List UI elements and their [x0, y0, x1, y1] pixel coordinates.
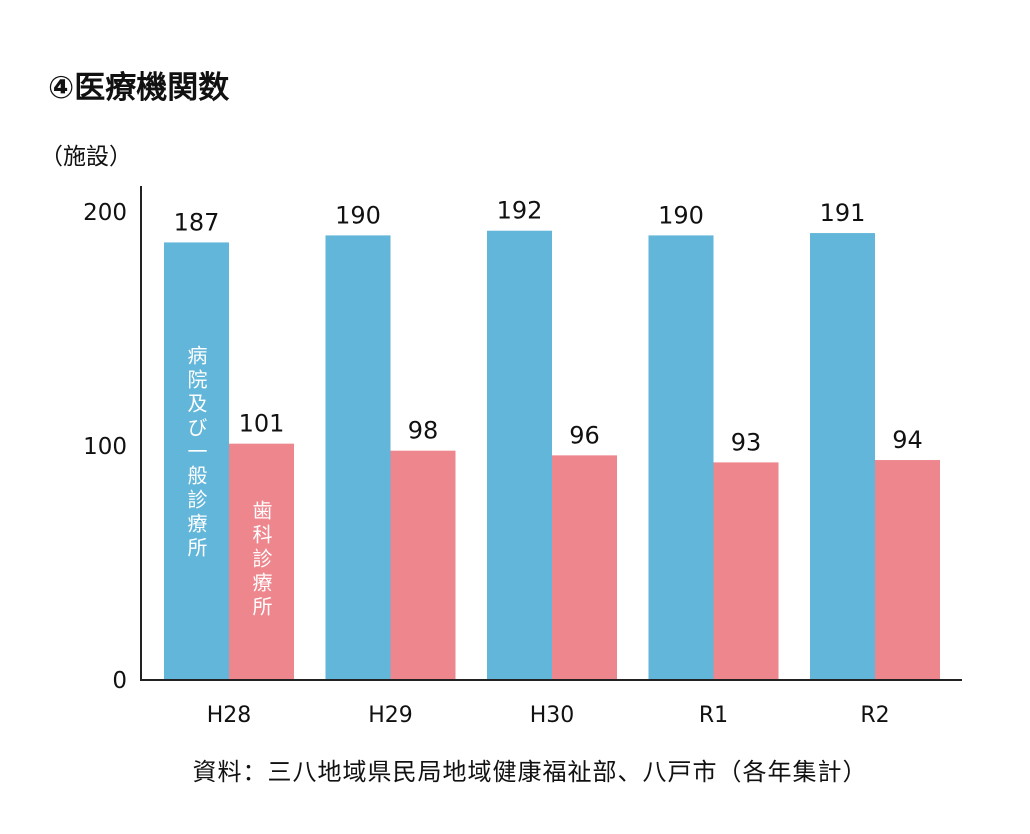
x-tick-label: H29	[368, 703, 413, 728]
y-tick-label: 100	[83, 434, 127, 460]
data-label: 98	[408, 417, 439, 445]
bar-R1-dental	[713, 462, 779, 680]
legend-label-hospitals: 病院及び一般診療所	[184, 345, 208, 561]
bar-H30-dental	[552, 455, 617, 680]
y-tick-label: 0	[112, 668, 127, 694]
data-label: 96	[569, 421, 600, 449]
chart-title: ④医療機関数	[48, 70, 230, 106]
data-label: 190	[335, 201, 381, 229]
bar-H29-dental	[390, 450, 456, 680]
bar-R1-hospitals	[648, 235, 714, 680]
bar-H28-dental	[229, 443, 294, 680]
data-label: 192	[497, 197, 543, 225]
bar-H30-hospitals	[487, 230, 552, 680]
y-tick-label: 200	[83, 200, 127, 226]
bar-R2-dental	[875, 460, 940, 680]
bar-H29-hospitals	[325, 235, 391, 680]
data-label: 191	[820, 199, 866, 227]
data-label: 93	[731, 428, 762, 456]
data-label: 94	[892, 426, 923, 454]
data-label: 187	[174, 208, 220, 236]
x-tick-label: H28	[207, 703, 252, 728]
data-label: 101	[239, 410, 285, 438]
chart-source: 資料：三八地域県民局地域健康福祉部、八戸市（各年集計）	[192, 758, 868, 786]
legend-label-dental: 歯科診療所	[249, 500, 273, 620]
bar-R2-hospitals	[810, 233, 875, 680]
x-tick-label: R1	[699, 703, 728, 728]
y-axis-unit: （施設）	[40, 144, 132, 170]
x-tick-label: R2	[860, 703, 889, 728]
bar-H28-hospitals	[164, 242, 229, 681]
x-tick-label: H30	[530, 703, 575, 728]
data-label: 190	[658, 201, 704, 229]
